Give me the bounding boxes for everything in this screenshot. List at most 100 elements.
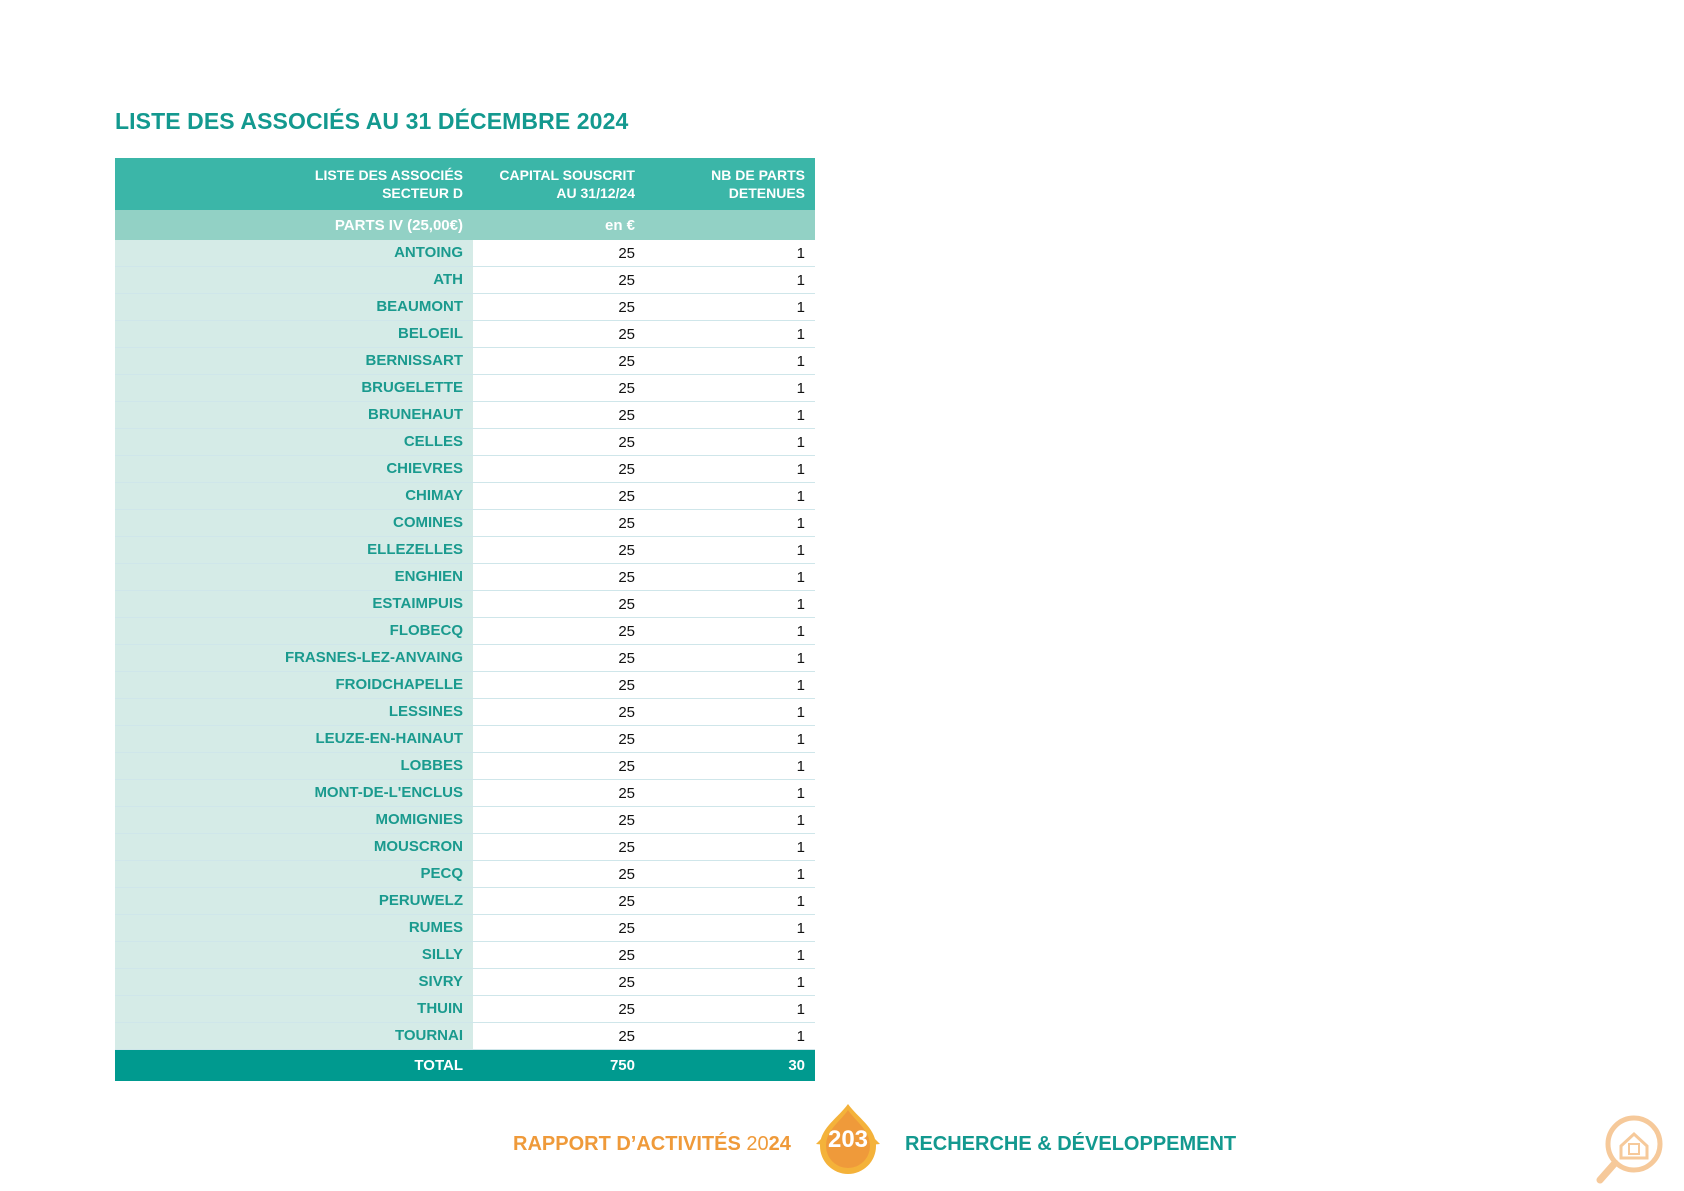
associate-name: CELLES bbox=[115, 429, 473, 455]
table-row: BEAUMONT 25 1 bbox=[115, 294, 815, 321]
parts-value: 1 bbox=[796, 379, 805, 397]
parts-value: 1 bbox=[796, 325, 805, 343]
capital-value: 25 bbox=[618, 352, 635, 370]
table-body: ANTOING 25 1 ATH 25 1 BEAUMONT 25 1 BELOEIL 25 1 BER… bbox=[115, 240, 815, 1050]
table-row: PERUWELZ 25 1 bbox=[115, 888, 815, 915]
capital-value: 25 bbox=[618, 622, 635, 640]
table-row: CELLES 25 1 bbox=[115, 429, 815, 456]
header-associates: LISTE DES ASSOCIÉS SECTEUR D bbox=[314, 167, 463, 201]
parts-value: 1 bbox=[796, 1000, 805, 1018]
table-row: BRUGELETTE 25 1 bbox=[115, 375, 815, 402]
associate-name: ELLEZELLES bbox=[115, 537, 473, 563]
page-number: 203 bbox=[827, 1126, 869, 1153]
capital-value: 25 bbox=[618, 514, 635, 532]
capital-value: 25 bbox=[618, 757, 635, 775]
table-row: BRUNEHAUT 25 1 bbox=[115, 402, 815, 429]
capital-value: 25 bbox=[618, 919, 635, 937]
table-subheader-row: PARTS IV (25,00€) en € bbox=[115, 210, 815, 240]
table-row: COMINES 25 1 bbox=[115, 510, 815, 537]
total-label: TOTAL bbox=[414, 1057, 463, 1074]
header-capital: CAPITAL SOUSCRIT AU 31/12/24 bbox=[499, 167, 635, 201]
parts-value: 1 bbox=[796, 730, 805, 748]
subheader-unit: en € bbox=[604, 216, 635, 234]
table-row: MOUSCRON 25 1 bbox=[115, 834, 815, 861]
parts-value: 1 bbox=[796, 676, 805, 694]
table-row: SILLY 25 1 bbox=[115, 942, 815, 969]
parts-value: 1 bbox=[796, 973, 805, 991]
table-row: CHIEVRES 25 1 bbox=[115, 456, 815, 483]
capital-value: 25 bbox=[618, 487, 635, 505]
parts-value: 1 bbox=[796, 541, 805, 559]
capital-value: 25 bbox=[618, 1000, 635, 1018]
capital-value: 25 bbox=[618, 676, 635, 694]
associates-table: LISTE DES ASSOCIÉS SECTEUR D CAPITAL SOU… bbox=[115, 158, 815, 1081]
house-search-icon bbox=[1594, 1110, 1670, 1186]
associate-name: CHIMAY bbox=[115, 483, 473, 509]
table-row: BELOEIL 25 1 bbox=[115, 321, 815, 348]
associate-name: THUIN bbox=[115, 996, 473, 1022]
subheader-parts-class: PARTS IV (25,00€) bbox=[334, 216, 463, 234]
associate-name: TOURNAI bbox=[115, 1023, 473, 1049]
parts-value: 1 bbox=[796, 244, 805, 262]
parts-value: 1 bbox=[796, 649, 805, 667]
associate-name: SIVRY bbox=[115, 969, 473, 995]
table-row: ANTOING 25 1 bbox=[115, 240, 815, 267]
parts-value: 1 bbox=[796, 919, 805, 937]
capital-value: 25 bbox=[618, 730, 635, 748]
table-row: MOMIGNIES 25 1 bbox=[115, 807, 815, 834]
parts-value: 1 bbox=[796, 487, 805, 505]
associate-name: PECQ bbox=[115, 861, 473, 887]
parts-value: 1 bbox=[796, 514, 805, 532]
footer-section-title: RECHERCHE & DÉVELOPPEMENT bbox=[905, 1133, 1237, 1155]
table-row: FRASNES-LEZ-ANVAING 25 1 bbox=[115, 645, 815, 672]
parts-value: 1 bbox=[796, 892, 805, 910]
capital-value: 25 bbox=[618, 271, 635, 289]
capital-value: 25 bbox=[618, 433, 635, 451]
associate-name: ANTOING bbox=[115, 240, 473, 266]
associate-name: ESTAIMPUIS bbox=[115, 591, 473, 617]
associate-name: COMINES bbox=[115, 510, 473, 536]
capital-value: 25 bbox=[618, 325, 635, 343]
parts-value: 1 bbox=[796, 622, 805, 640]
capital-value: 25 bbox=[618, 865, 635, 883]
associate-name: ENGHIEN bbox=[115, 564, 473, 590]
capital-value: 25 bbox=[618, 838, 635, 856]
associate-name: BERNISSART bbox=[115, 348, 473, 374]
parts-value: 1 bbox=[796, 865, 805, 883]
parts-value: 1 bbox=[796, 838, 805, 856]
page-title: LISTE DES ASSOCIÉS AU 31 DÉCEMBRE 2024 bbox=[115, 108, 629, 134]
parts-value: 1 bbox=[796, 568, 805, 586]
footer-report-title: RAPPORT D’ACTIVITÉS 2024 bbox=[513, 1133, 791, 1155]
capital-value: 25 bbox=[618, 811, 635, 829]
table-row: ELLEZELLES 25 1 bbox=[115, 537, 815, 564]
capital-value: 25 bbox=[618, 244, 635, 262]
capital-value: 25 bbox=[618, 973, 635, 991]
capital-value: 25 bbox=[618, 460, 635, 478]
associate-name: MONT-DE-L'ENCLUS bbox=[115, 780, 473, 806]
associate-name: CHIEVRES bbox=[115, 456, 473, 482]
page-number-drop-icon bbox=[816, 1104, 880, 1174]
parts-value: 1 bbox=[796, 784, 805, 802]
associate-name: BRUNEHAUT bbox=[115, 402, 473, 428]
parts-value: 1 bbox=[796, 757, 805, 775]
associate-name: LESSINES bbox=[115, 699, 473, 725]
table-row: TOURNAI 25 1 bbox=[115, 1023, 815, 1050]
parts-value: 1 bbox=[796, 298, 805, 316]
capital-value: 25 bbox=[618, 946, 635, 964]
total-parts: 30 bbox=[788, 1057, 805, 1074]
table-row: FLOBECQ 25 1 bbox=[115, 618, 815, 645]
associate-name: RUMES bbox=[115, 915, 473, 941]
table-row: MONT-DE-L'ENCLUS 25 1 bbox=[115, 780, 815, 807]
parts-value: 1 bbox=[796, 595, 805, 613]
associate-name: FLOBECQ bbox=[115, 618, 473, 644]
table-total-row: TOTAL 750 30 bbox=[115, 1050, 815, 1081]
parts-value: 1 bbox=[796, 946, 805, 964]
capital-value: 25 bbox=[618, 784, 635, 802]
table-row: ATH 25 1 bbox=[115, 267, 815, 294]
associate-name: MOUSCRON bbox=[115, 834, 473, 860]
associate-name: BEAUMONT bbox=[115, 294, 473, 320]
table-row: LESSINES 25 1 bbox=[115, 699, 815, 726]
table-row: LEUZE-EN-HAINAUT 25 1 bbox=[115, 726, 815, 753]
associate-name: MOMIGNIES bbox=[115, 807, 473, 833]
parts-value: 1 bbox=[796, 1027, 805, 1045]
